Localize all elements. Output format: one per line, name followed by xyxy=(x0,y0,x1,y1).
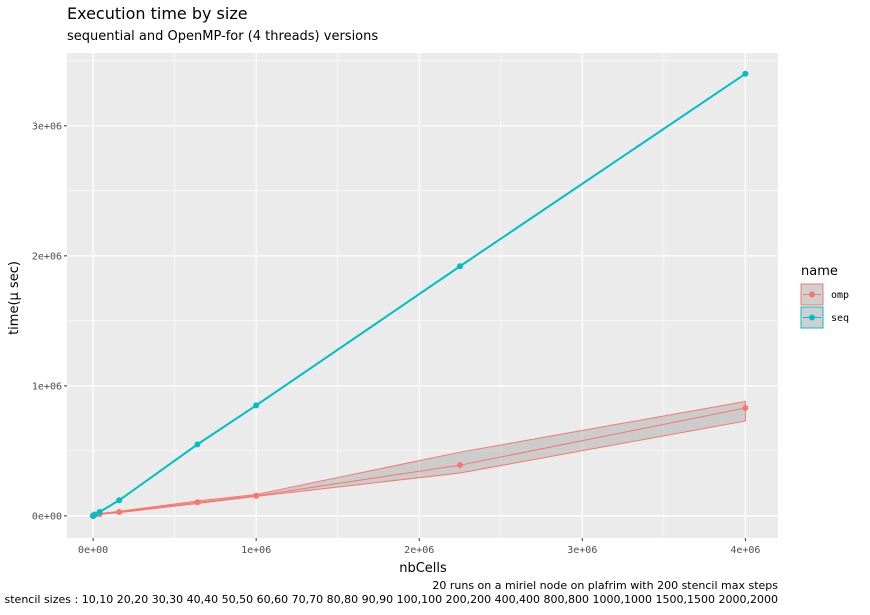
point-seq xyxy=(457,263,464,270)
point-omp xyxy=(116,508,123,515)
point-seq xyxy=(91,511,98,518)
chart-subtitle: sequential and OpenMP-for (4 threads) ve… xyxy=(67,29,379,44)
point-omp xyxy=(742,404,749,411)
caption-stencil-sizes: stencil sizes : 10,10 20,20 30,30 40,40 … xyxy=(4,593,778,606)
y-axis: 0e+00 1e+06 2e+06 3e+06 xyxy=(32,121,67,522)
legend-label-omp: omp xyxy=(831,290,849,301)
point-seq xyxy=(96,508,103,515)
legend-label-seq: seq xyxy=(831,313,849,324)
y-tick-label: 0e+00 xyxy=(32,511,62,522)
point-seq xyxy=(194,441,201,448)
point-seq xyxy=(253,402,260,409)
x-tick-label: 4e+06 xyxy=(730,545,760,556)
legend-key-point-omp xyxy=(809,291,815,298)
grid-minor xyxy=(67,53,778,538)
point-omp xyxy=(457,462,464,469)
point-omp xyxy=(253,492,260,499)
y-tick-label: 2e+06 xyxy=(32,251,62,262)
caption-runs: 20 runs on a miriel node on plafrim with… xyxy=(432,579,778,592)
y-tick-label: 3e+06 xyxy=(32,121,62,132)
point-seq xyxy=(742,70,749,77)
plot-panel xyxy=(67,53,778,538)
legend-title: name xyxy=(801,264,838,279)
x-tick-label: 0e+00 xyxy=(78,545,108,556)
y-tick-label: 1e+06 xyxy=(32,381,62,392)
x-axis-title: nbCells xyxy=(399,561,447,576)
x-tick-label: 2e+06 xyxy=(404,545,434,556)
grid-major xyxy=(67,53,778,538)
x-axis: 0e+00 1e+06 2e+06 3e+06 4e+06 xyxy=(78,538,760,556)
point-layer xyxy=(90,70,749,519)
chart-title: Execution time by size xyxy=(67,4,248,23)
legend-key-point-seq xyxy=(809,314,815,321)
x-tick-label: 3e+06 xyxy=(567,545,597,556)
x-tick-label: 1e+06 xyxy=(241,545,271,556)
point-seq xyxy=(116,497,123,504)
legend: name omp seq xyxy=(800,264,849,329)
point-omp xyxy=(194,499,201,506)
y-axis-title: time(µ sec) xyxy=(7,261,22,335)
